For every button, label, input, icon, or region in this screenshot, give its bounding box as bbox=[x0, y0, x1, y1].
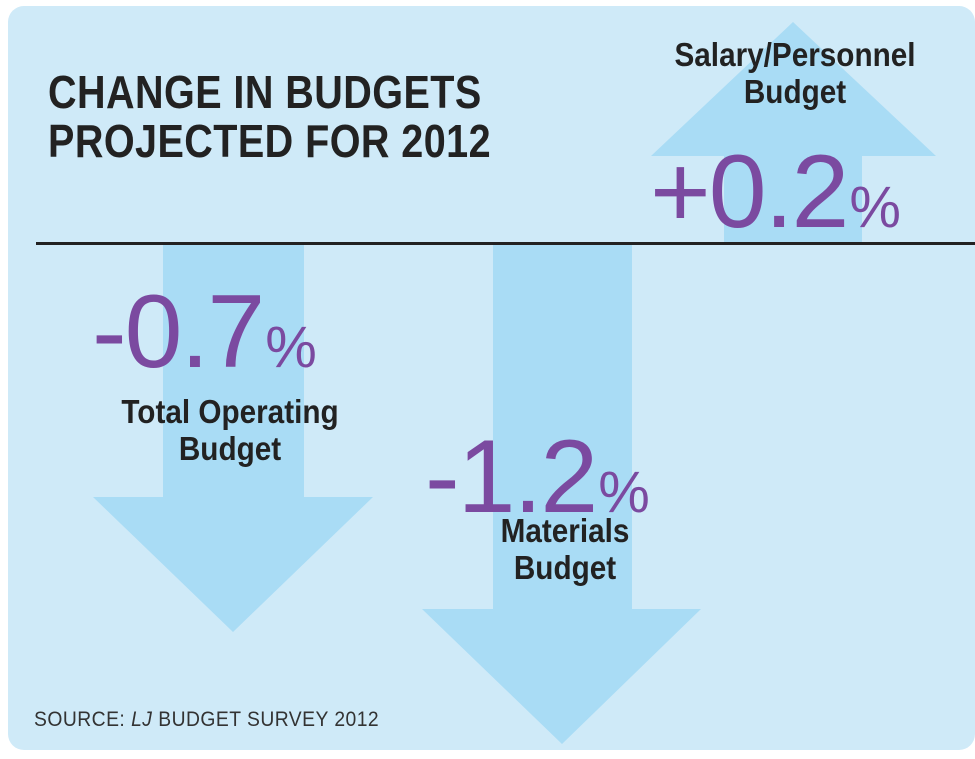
arrow-total-operating bbox=[93, 245, 373, 632]
source-prefix: SOURCE: bbox=[34, 708, 132, 731]
value-salary-personnel-unit: % bbox=[849, 175, 901, 240]
chart-title-line-1: CHANGE IN BUDGETS bbox=[48, 66, 482, 118]
label-total-operating: Total Operating Budget bbox=[86, 393, 374, 467]
source-italic: LJ bbox=[131, 708, 153, 731]
chart-title-line-2: PROJECTED FOR 2012 bbox=[48, 115, 492, 167]
value-total-operating-unit: % bbox=[265, 315, 317, 380]
source-note: SOURCE: LJ BUDGET SURVEY 2012 bbox=[34, 708, 379, 732]
label-salary-personnel-line-2: Budget bbox=[743, 73, 847, 110]
value-salary-personnel: +0.2% bbox=[650, 140, 901, 244]
source-suffix: BUDGET SURVEY 2012 bbox=[152, 708, 380, 731]
value-salary-personnel-number: +0.2 bbox=[650, 134, 849, 250]
value-total-operating: -0.7% bbox=[92, 280, 317, 384]
label-materials: Materials Budget bbox=[444, 512, 687, 586]
arrow-materials bbox=[422, 245, 701, 744]
label-salary-personnel-line-1: Salary/Personnel bbox=[674, 36, 916, 73]
label-materials-line-1: Materials bbox=[500, 512, 630, 549]
label-total-operating-line-2: Budget bbox=[178, 430, 282, 467]
value-materials-number: -1.2 bbox=[425, 419, 598, 535]
baseline-divider bbox=[36, 242, 975, 245]
value-materials-unit: % bbox=[598, 460, 650, 525]
chart-title: CHANGE IN BUDGETS PROJECTED FOR 2012 bbox=[48, 68, 491, 166]
value-total-operating-number: -0.7 bbox=[92, 274, 265, 390]
arrow-salary-personnel bbox=[651, 22, 936, 243]
label-materials-line-2: Budget bbox=[513, 549, 617, 586]
label-total-operating-line-1: Total Operating bbox=[121, 393, 339, 430]
value-materials: -1.2% bbox=[425, 425, 650, 529]
label-salary-personnel: Salary/Personnel Budget bbox=[647, 36, 944, 110]
